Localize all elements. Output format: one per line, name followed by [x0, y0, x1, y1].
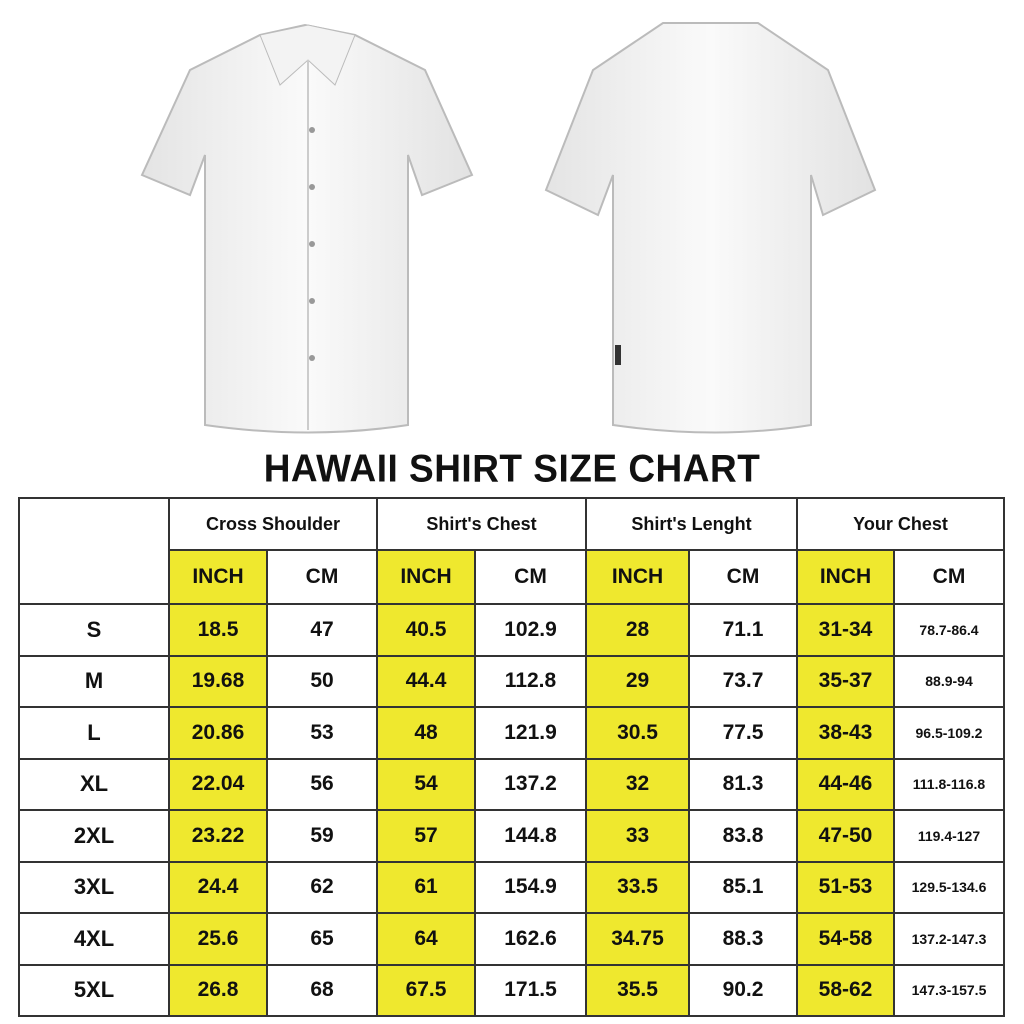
size-label: S [18, 603, 170, 657]
size-row: 4XL 25.6 65 64 162.6 34.75 88.3 54-58 137.2-147.… [18, 912, 1005, 966]
cm-value: 85.1 [688, 860, 798, 914]
cm-value: 59 [266, 809, 378, 863]
inch-value: 20.86 [168, 706, 268, 760]
unit-inch: INCH [376, 549, 476, 605]
cm-value: 137.2 [474, 757, 587, 811]
inch-value: 26.8 [168, 963, 268, 1017]
cm-value: 137.2-147.3 [893, 912, 1005, 966]
group-shirts-chest: Shirt's Chest [376, 497, 587, 551]
cm-value: 50 [266, 654, 378, 708]
size-row: 5XL 26.8 68 67.5 171.5 35.5 90.2 58-62 147.3-157… [18, 963, 1005, 1017]
cm-value: 154.9 [474, 860, 587, 914]
shirt-back-image [544, 22, 877, 434]
inch-value: 67.5 [376, 963, 476, 1017]
inch-value: 47-50 [796, 809, 895, 863]
cm-value: 144.8 [474, 809, 587, 863]
cm-value: 77.5 [688, 706, 798, 760]
inch-value: 64 [376, 912, 476, 966]
cm-value: 71.1 [688, 603, 798, 657]
inch-value: 23.22 [168, 809, 268, 863]
cm-value: 111.8-116.8 [893, 757, 1005, 811]
cm-value: 83.8 [688, 809, 798, 863]
unit-cm: CM [266, 549, 378, 605]
size-row: XL 22.04 56 54 137.2 32 81.3 44-46 111.8-116.8 [18, 757, 1005, 811]
inch-value: 54-58 [796, 912, 895, 966]
inch-value: 57 [376, 809, 476, 863]
inch-value: 25.6 [168, 912, 268, 966]
cm-value: 147.3-157.5 [893, 963, 1005, 1017]
inch-value: 38-43 [796, 706, 895, 760]
cm-value: 56 [266, 757, 378, 811]
inch-value: 51-53 [796, 860, 895, 914]
corner-cell [18, 497, 170, 605]
cm-value: 90.2 [688, 963, 798, 1017]
inch-value: 30.5 [585, 706, 690, 760]
cm-value: 96.5-109.2 [893, 706, 1005, 760]
size-label: XL [18, 757, 170, 811]
inch-value: 19.68 [168, 654, 268, 708]
inch-value: 40.5 [376, 603, 476, 657]
inch-value: 33.5 [585, 860, 690, 914]
unit-cm: CM [893, 549, 1005, 605]
cm-value: 162.6 [474, 912, 587, 966]
cm-value: 119.4-127 [893, 809, 1005, 863]
size-row: L 20.86 53 48 121.9 30.5 77.5 38-43 96.5-109.2 [18, 706, 1005, 760]
inch-value: 32 [585, 757, 690, 811]
size-row: M 19.68 50 44.4 112.8 29 73.7 35-37 88.9-94 [18, 654, 1005, 708]
size-label: 3XL [18, 860, 170, 914]
inch-value: 35.5 [585, 963, 690, 1017]
cm-value: 112.8 [474, 654, 587, 708]
inch-value: 33 [585, 809, 690, 863]
size-label: M [18, 654, 170, 708]
cm-value: 129.5-134.6 [893, 860, 1005, 914]
cm-value: 65 [266, 912, 378, 966]
unit-inch: INCH [168, 549, 268, 605]
inch-value: 28 [585, 603, 690, 657]
unit-inch: INCH [585, 549, 690, 605]
inch-value: 54 [376, 757, 476, 811]
shirt-front-image [140, 23, 474, 434]
unit-cm: CM [688, 549, 798, 605]
size-label: 4XL [18, 912, 170, 966]
cm-value: 81.3 [688, 757, 798, 811]
inch-value: 48 [376, 706, 476, 760]
inch-value: 44.4 [376, 654, 476, 708]
cm-value: 73.7 [688, 654, 798, 708]
inch-value: 24.4 [168, 860, 268, 914]
inch-value: 18.5 [168, 603, 268, 657]
size-chart-table: Cross Shoulder Shirt's Chest Shirt's Len… [18, 497, 1005, 1017]
group-cross-shoulder: Cross Shoulder [168, 497, 378, 551]
chart-title: HAWAII SHIRT SIZE CHART [263, 446, 761, 490]
cm-value: 171.5 [474, 963, 587, 1017]
cm-value: 47 [266, 603, 378, 657]
cm-value: 102.9 [474, 603, 587, 657]
size-label: 5XL [18, 963, 170, 1017]
size-label: 2XL [18, 809, 170, 863]
cm-value: 88.3 [688, 912, 798, 966]
inch-value: 58-62 [796, 963, 895, 1017]
unit-cm: CM [474, 549, 587, 605]
inch-value: 29 [585, 654, 690, 708]
group-shirts-length: Shirt's Lenght [585, 497, 798, 551]
cm-value: 68 [266, 963, 378, 1017]
size-row: S 18.5 47 40.5 102.9 28 71.1 31-34 78.7-86.4 [18, 603, 1005, 657]
inch-value: 22.04 [168, 757, 268, 811]
inch-value: 35-37 [796, 654, 895, 708]
cm-value: 88.9-94 [893, 654, 1005, 708]
cm-value: 53 [266, 706, 378, 760]
cm-value: 121.9 [474, 706, 587, 760]
inch-value: 44-46 [796, 757, 895, 811]
size-row: 2XL 23.22 59 57 144.8 33 83.8 47-50 119.4-127 [18, 809, 1005, 863]
inch-value: 34.75 [585, 912, 690, 966]
inch-value: 31-34 [796, 603, 895, 657]
unit-inch: INCH [796, 549, 895, 605]
inch-value: 61 [376, 860, 476, 914]
size-row: 3XL 24.4 62 61 154.9 33.5 85.1 51-53 129.5-134.6 [18, 860, 1005, 914]
group-your-chest: Your Chest [796, 497, 1005, 551]
cm-value: 78.7-86.4 [893, 603, 1005, 657]
cm-value: 62 [266, 860, 378, 914]
size-label: L [18, 706, 170, 760]
